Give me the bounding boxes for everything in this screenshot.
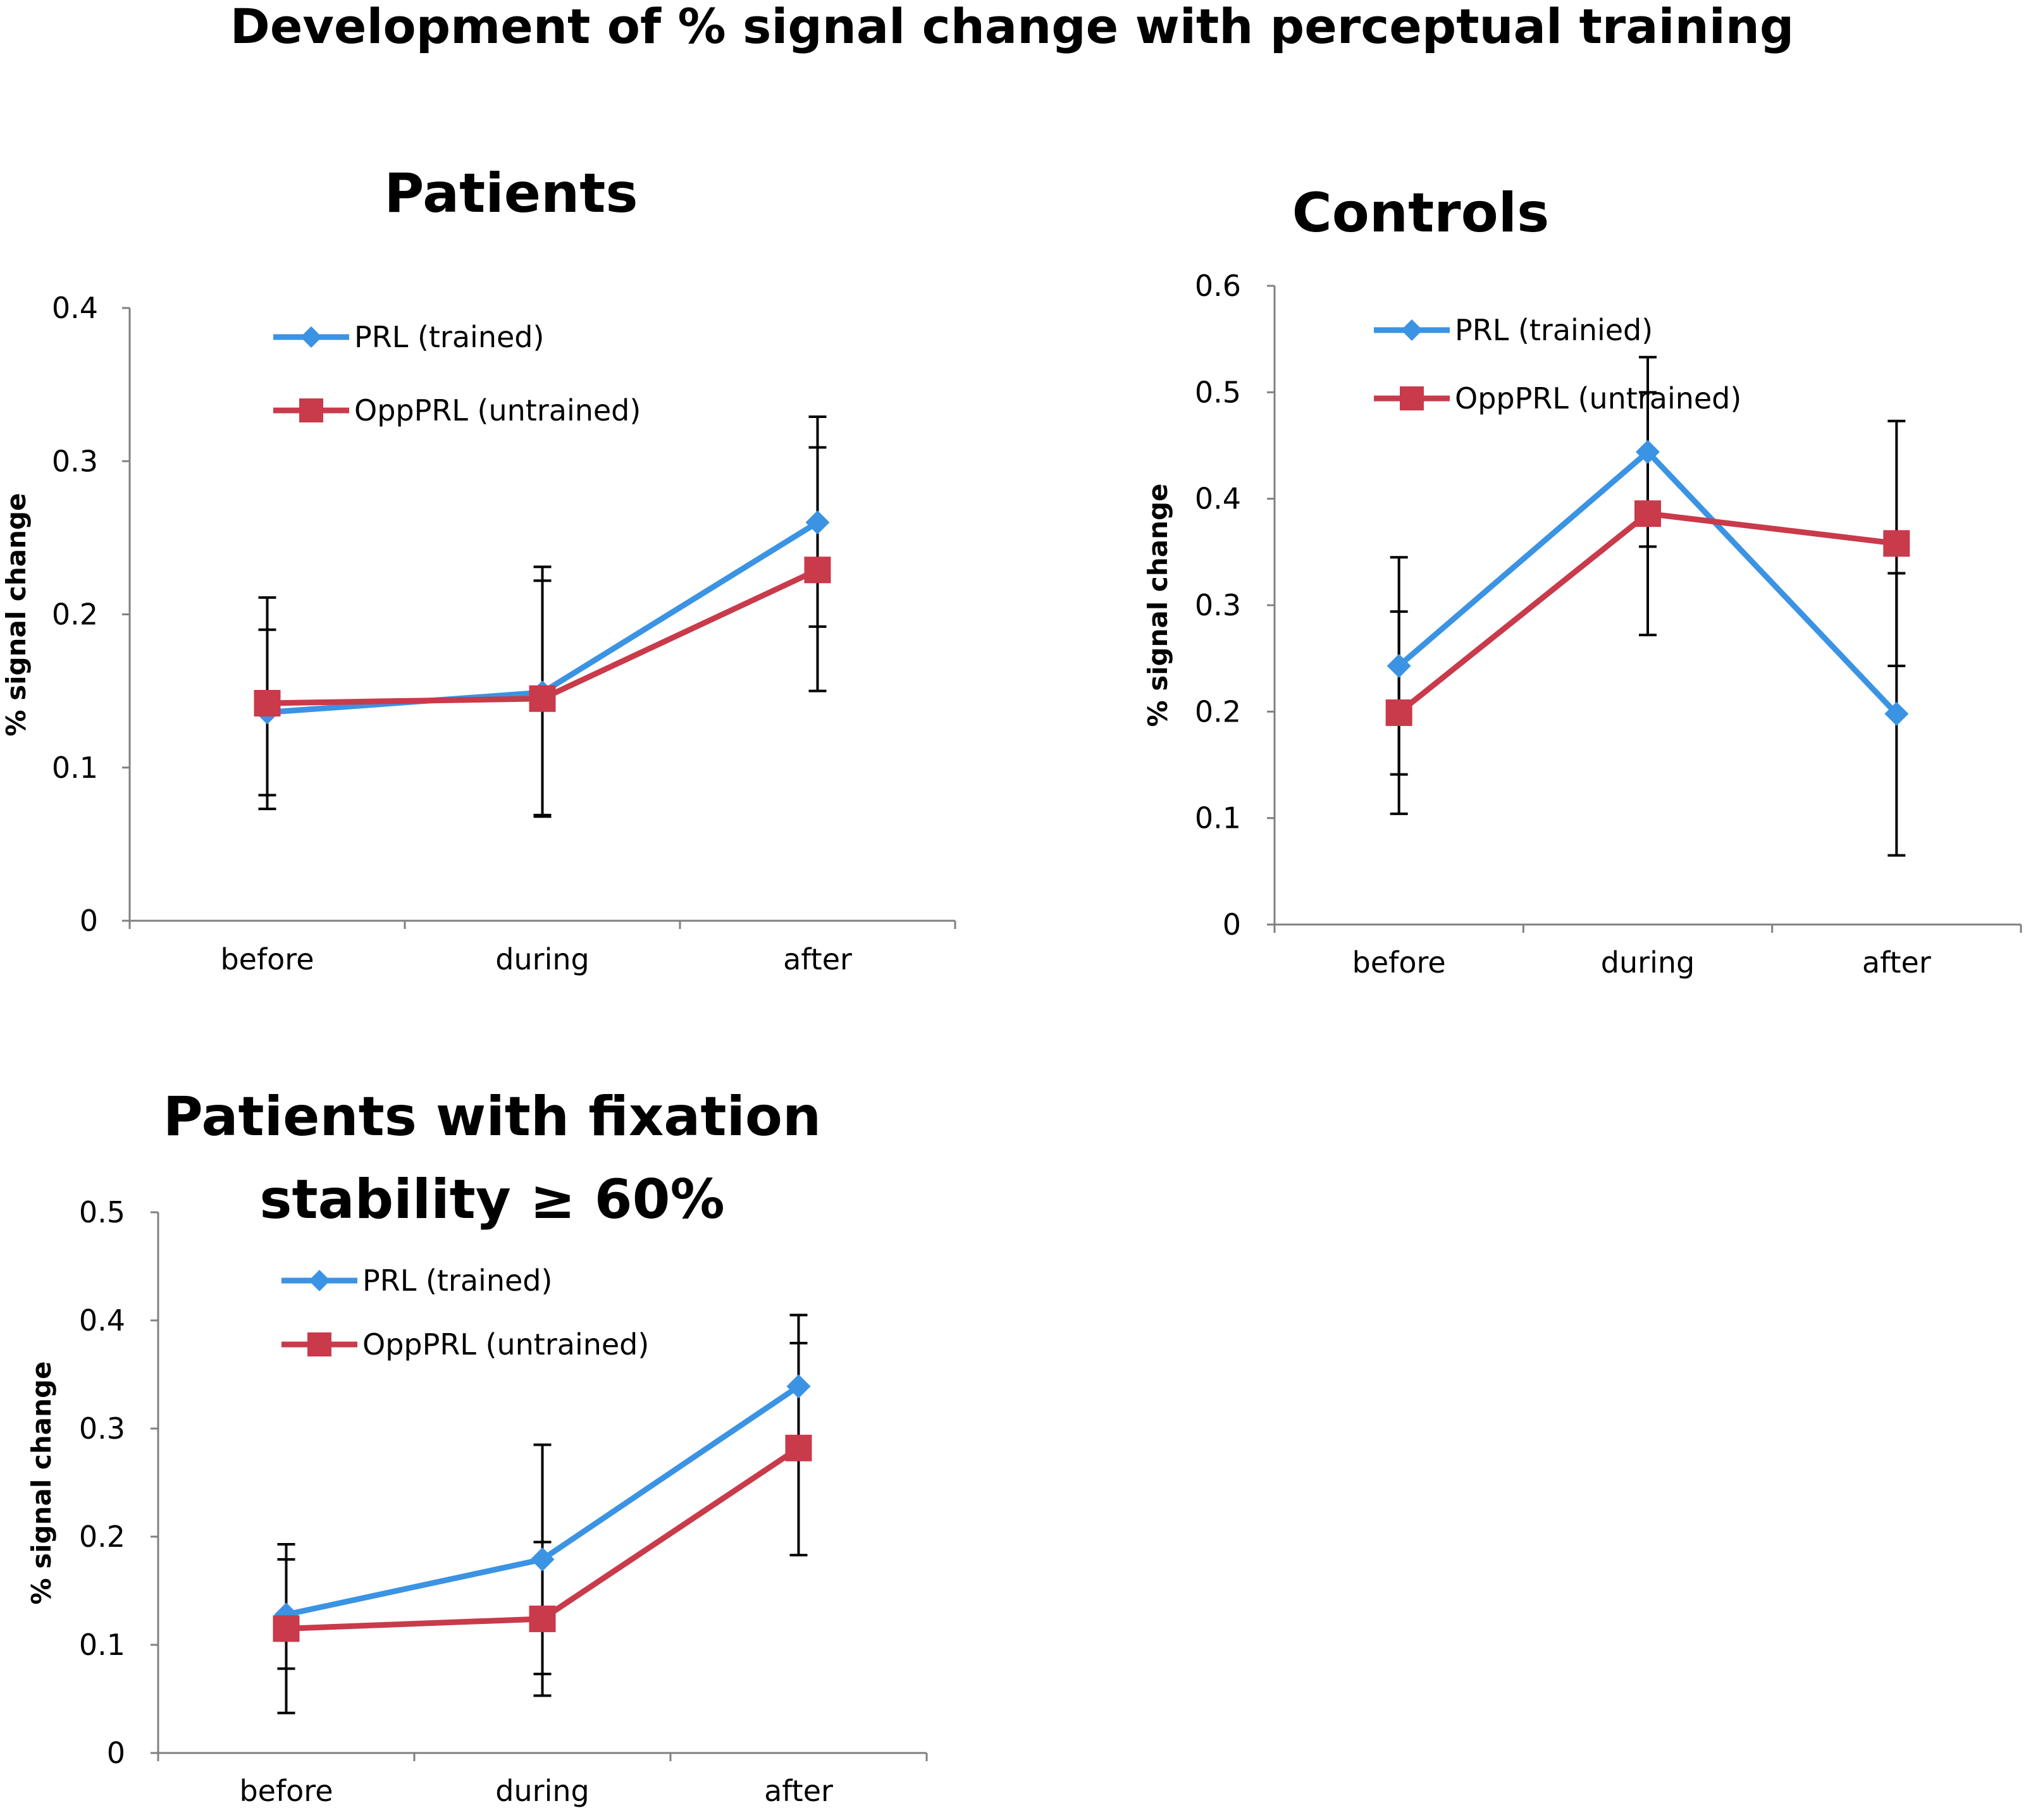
chart-panel-2: Controls 0 0.1 0.2 0.3 0.4 0.5 0.6 before during a… (1142, 181, 2022, 980)
chart-panel-3: Patients with fixation stability ≥ 60% 0 0.… (26, 1085, 928, 1808)
data-point-prl (1884, 701, 1909, 726)
y-tick-label: 0.5 (1195, 375, 1241, 409)
legend-marker-diamond (309, 1270, 330, 1291)
legend-marker-square (307, 1332, 331, 1356)
legend-entry-prl: PRL (trainied) (1374, 313, 1653, 347)
data-point-prl (1636, 440, 1660, 464)
y-axis-label: % signal change (1, 493, 32, 736)
legend-label: PRL (trained) (354, 320, 544, 354)
chart-panel-1: Patients 0 0.1 0.2 0.3 0.4 before during after % … (1, 162, 956, 976)
y-tick-label: 0.1 (52, 751, 98, 785)
legend-marker-square (1400, 386, 1424, 410)
chart-title-line: Patients with fixation (163, 1085, 821, 1148)
figure-title: Development of % signal change with perc… (230, 0, 1794, 54)
x-tick-label: during (1601, 945, 1695, 980)
x-tick-label: after (1862, 945, 1931, 980)
y-tick-label: 0.4 (1195, 482, 1241, 516)
data-point-opp-prl (1634, 500, 1661, 527)
charts-group: Patients 0 0.1 0.2 0.3 0.4 before during after % … (1, 162, 2022, 1808)
x-tick-label: after (783, 942, 852, 976)
data-point-opp-prl (785, 1434, 812, 1461)
chart-title-line: stability ≥ 60% (259, 1168, 724, 1231)
y-tick-label: 0.3 (52, 444, 98, 478)
y-tick-label: 0.4 (52, 291, 98, 325)
y-tick-label: 0.2 (52, 598, 98, 632)
x-tick-label: before (239, 1774, 333, 1808)
y-tick-label: 0.2 (1195, 694, 1241, 729)
x-tick-label: before (220, 942, 314, 976)
data-point-opp-prl (804, 556, 831, 584)
y-tick-label: 0 (80, 904, 98, 938)
x-tick-label: after (764, 1774, 833, 1808)
y-tick-label: 0.1 (79, 1628, 125, 1662)
x-tick-label: during (495, 1774, 589, 1808)
data-point-opp-prl (273, 1615, 300, 1642)
data-point-opp-prl (254, 690, 281, 717)
y-tick-label: 0.5 (79, 1195, 125, 1229)
data-point-opp-prl (1385, 699, 1412, 727)
legend-label: PRL (trained) (362, 1264, 552, 1298)
data-point-prl (786, 1374, 811, 1399)
legend-label: OppPRL (untrained) (1455, 381, 1741, 415)
y-tick-label: 0.3 (1195, 588, 1241, 622)
legend-entry-prl: PRL (trained) (281, 1264, 552, 1298)
y-tick-label: 0 (107, 1736, 125, 1770)
data-point-opp-prl (529, 685, 556, 712)
data-point-prl (805, 510, 830, 535)
legend-entry-opp-prl: OppPRL (untrained) (281, 1327, 649, 1362)
x-tick-label: during (495, 942, 589, 976)
y-tick-label: 0.2 (79, 1520, 125, 1554)
legend-entry-opp-prl: OppPRL (untrained) (1374, 381, 1741, 415)
legend-marker-diamond (300, 326, 322, 348)
legend-marker-square (299, 398, 323, 422)
y-tick-label: 0.3 (79, 1411, 125, 1446)
data-point-prl (530, 1547, 555, 1571)
data-point-opp-prl (529, 1605, 556, 1632)
y-tick-label: 0.1 (1195, 801, 1241, 835)
x-tick-label: before (1352, 945, 1446, 980)
y-tick-label: 0.6 (1195, 269, 1241, 303)
data-point-prl (1387, 653, 1411, 678)
y-axis-label: % signal change (1142, 483, 1173, 727)
data-point-opp-prl (1883, 530, 1910, 557)
y-tick-label: 0.4 (79, 1303, 125, 1337)
legend-entry-opp-prl: OppPRL (untrained) (273, 393, 641, 427)
y-axis-label: % signal change (26, 1361, 57, 1604)
legend-label: OppPRL (untrained) (354, 393, 641, 427)
y-tick-label: 0 (1223, 907, 1241, 942)
legend-label: PRL (trainied) (1455, 313, 1653, 347)
legend-label: OppPRL (untrained) (362, 1327, 649, 1362)
legend-marker-diamond (1401, 319, 1423, 341)
chart-title-line: Controls (1292, 181, 1550, 245)
chart-title-line: Patients (384, 162, 638, 225)
legend-entry-prl: PRL (trained) (273, 320, 544, 354)
